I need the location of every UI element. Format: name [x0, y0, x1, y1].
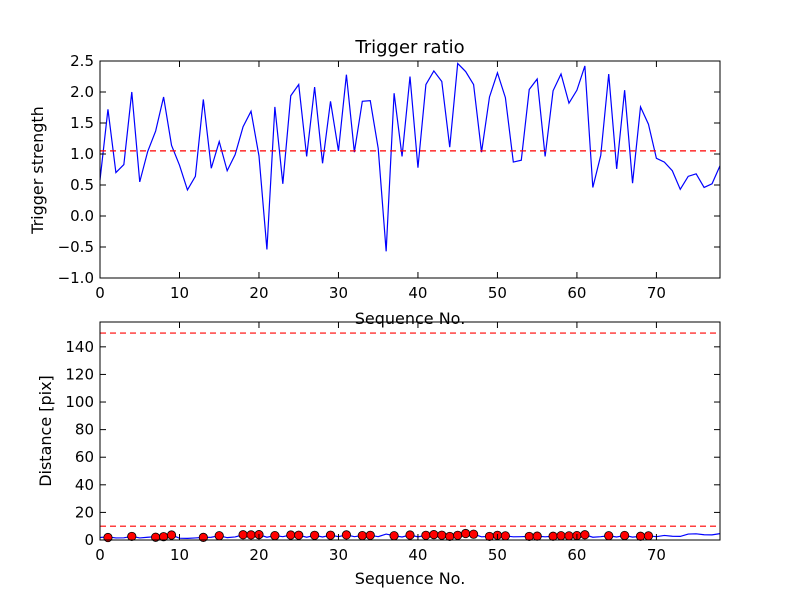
x-tick-label: 60: [567, 284, 586, 302]
x-tick-label: 40: [408, 546, 427, 564]
trigger-point: [286, 530, 296, 540]
trigger-point: [580, 530, 590, 540]
x-tick-label: 0: [95, 284, 105, 302]
trigger-point: [238, 530, 248, 540]
y-axis-label: Trigger strength: [28, 106, 47, 235]
y-tick-label: 0.0: [70, 207, 94, 225]
trigger-point: [564, 531, 574, 541]
y-axis-label: Distance [pix]: [36, 375, 55, 487]
x-tick-label: 50: [488, 546, 507, 564]
trigger-point: [437, 530, 447, 540]
trigger-point: [635, 531, 646, 541]
x-tick-label: 20: [249, 546, 268, 564]
trigger-point: [389, 531, 399, 541]
trigger-point: [127, 531, 137, 542]
trigger-strength-line: [99, 62, 721, 252]
trigger-point: [365, 530, 375, 540]
x-tick-label: 70: [647, 546, 666, 564]
y-tick-label: −1.0: [58, 269, 94, 287]
x-tick-label: 70: [647, 284, 666, 302]
trigger-point: [453, 530, 463, 540]
x-tick-label: 20: [249, 284, 268, 302]
y-tick-label: 2.0: [70, 83, 94, 101]
y-tick-label: 0.5: [70, 176, 94, 194]
x-tick-label: 10: [170, 546, 189, 564]
x-tick-label: 50: [488, 284, 507, 302]
y-tick-label: 120: [65, 365, 94, 383]
y-tick-label: 140: [65, 338, 94, 356]
trigger-point: [270, 530, 280, 541]
trigger-point: [604, 531, 614, 541]
y-tick-label: 100: [65, 393, 94, 411]
y-tick-label: 60: [75, 448, 94, 466]
x-tick-label: 10: [170, 284, 189, 302]
trigger-point: [421, 530, 431, 540]
trigger-point: [214, 531, 224, 541]
y-tick-label: 20: [75, 503, 94, 521]
x-tick-label: 30: [329, 546, 348, 564]
y-tick-label: 80: [75, 421, 94, 439]
trigger-point: [461, 528, 471, 539]
trigger-point: [310, 530, 320, 540]
trigger-point: [429, 530, 439, 540]
trigger-point: [166, 530, 177, 540]
x-axis-label: Sequence No.: [355, 309, 466, 328]
trigger-point: [548, 531, 558, 541]
y-tick-label: 1.0: [70, 145, 94, 163]
trigger-point: [445, 531, 455, 542]
plot-title: Trigger ratio: [354, 37, 464, 58]
trigger-point: [357, 530, 367, 541]
trigger-point: [198, 532, 208, 542]
trigger-point: [620, 530, 630, 541]
y-tick-label: 0: [84, 531, 94, 549]
trigger-point: [405, 530, 415, 540]
x-tick-label: 0: [95, 546, 105, 564]
y-tick-label: −0.5: [58, 238, 94, 256]
trigger-point: [500, 531, 510, 541]
x-tick-label: 60: [567, 546, 586, 564]
trigger-ratio-plot-area: [99, 62, 721, 252]
trigger-ratio-axes-frame: [99, 60, 721, 279]
trigger-ratio-plot: Trigger ratio 0 10 20 30 40 50 60 70 −1.0 −0.5 0.0…: [28, 37, 721, 328]
trigger-point: [532, 531, 542, 541]
x-axis-label: Sequence No.: [355, 569, 466, 588]
trigger-point: [524, 531, 534, 542]
trigger-point: [246, 530, 256, 540]
y-tick-label: 2.5: [70, 52, 94, 70]
trigger-ratio-ticks: 0 10 20 30 40 50 60 70 −1.0 −0.5 0.0 0.5 1.0 1.5 2.0 2.…: [58, 52, 720, 302]
distance-axes-frame: [99, 321, 721, 541]
trigger-point: [294, 530, 304, 540]
trigger-point: [484, 531, 495, 542]
y-tick-label: 1.5: [70, 114, 94, 132]
trigger-point: [325, 530, 336, 540]
distance-ticks: 0 10 20 30 40 50 60 70 0 20 40 60 80 100 120 140: [65, 322, 720, 564]
trigger-point: [341, 530, 352, 540]
distance-plot: 0 10 20 30 40 50 60 70 0 20 40 60 80 100 120 140 Sequen…: [36, 321, 721, 588]
x-tick-label: 40: [408, 284, 427, 302]
trigger-point: [468, 529, 479, 539]
distance-plot-area: [99, 332, 721, 543]
x-tick-label: 30: [329, 284, 348, 302]
y-tick-label: 40: [75, 476, 94, 494]
trigger-point: [556, 531, 566, 541]
trigger-point: [643, 531, 654, 541]
